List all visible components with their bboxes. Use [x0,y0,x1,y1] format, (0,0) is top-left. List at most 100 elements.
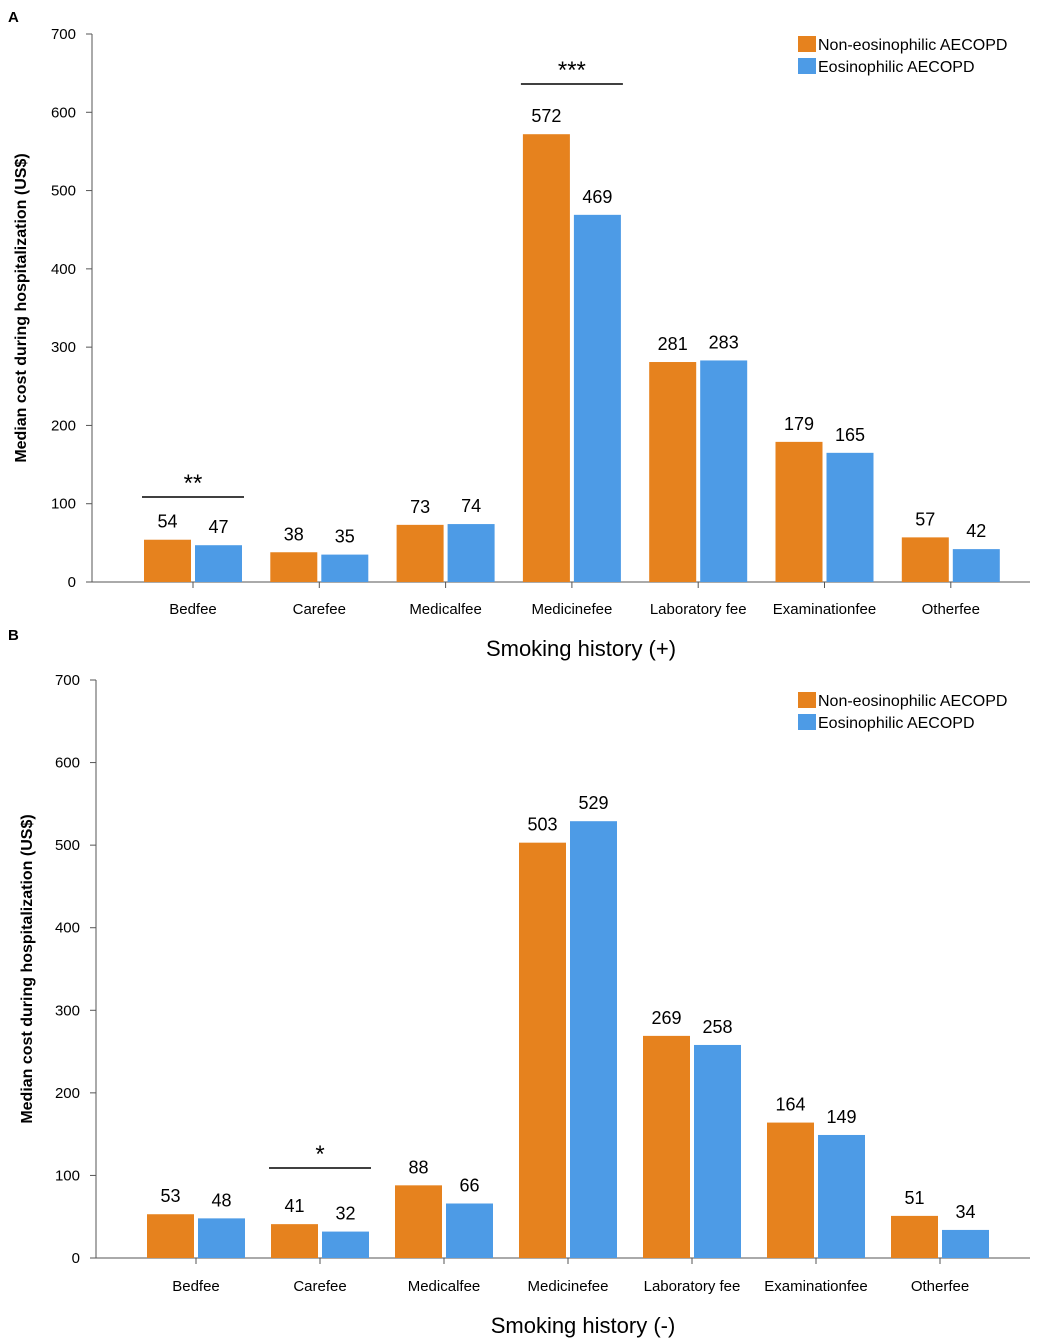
legend: Non-eosinophilic AECOPD Eosinophilic AECO… [798,692,1007,732]
bar-non-eosinophilic [395,1185,442,1258]
bar-eosinophilic [952,549,1000,582]
bar-eosinophilic [570,821,617,1258]
legend-swatch-non-eosinophilic [798,36,816,52]
bar-eosinophilic [694,1044,741,1258]
y-tick-label: 400 [51,261,76,278]
bar-eosinophilic [447,524,495,582]
bar-value-label: 53 [160,1186,180,1206]
bar-non-eosinophilic [396,524,444,582]
significance-marker: *** [558,57,586,84]
bar-value-label: 41 [284,1196,304,1216]
bar-value-label: 529 [578,793,608,813]
bar-eosinophilic [198,1218,245,1258]
bar-eosinophilic [573,214,621,582]
bar-value-label: 503 [527,815,557,835]
y-tick-label: 600 [55,755,80,772]
bar-eosinophilic [700,360,748,582]
bar-eosinophilic [942,1229,989,1258]
y-tick-label: 0 [68,574,76,591]
chart-panel-a: A 0 100 200 300 400 500 600 700 Median cost durin… [8,9,1030,661]
y-tick-label: 500 [51,183,76,200]
bar-value-label: 35 [335,527,355,547]
bar-non-eosinophilic [144,539,191,582]
category-label: Medicalfee [408,1278,481,1295]
legend-swatch-non-eosinophilic [798,692,816,708]
category-label: Medicinefee [528,1278,609,1295]
y-tick-label: 300 [51,339,76,356]
panel-letter: B [8,627,19,644]
category-label: Laboratory fee [650,601,747,618]
y-tick-label: 200 [55,1085,80,1102]
bar-value-label: 32 [335,1204,355,1224]
bar-non-eosinophilic [270,552,318,582]
bar-value-label: 51 [904,1188,924,1208]
bar-value-label: 149 [826,1107,856,1127]
category-label: Medicalfee [409,601,482,618]
bar-non-eosinophilic [643,1035,690,1258]
bar-non-eosinophilic [775,441,823,582]
y-tick-label: 700 [51,26,76,43]
x-axis-label: Smoking history (+) [486,636,676,661]
category-label: Otherfee [922,601,980,618]
y-axis-label: Median cost during hospitalization (US$) [19,814,36,1123]
bar-value-label: 469 [582,187,612,207]
bar-eosinophilic [818,1134,865,1258]
bar-eosinophilic [195,545,242,582]
bar-value-label: 258 [702,1017,732,1037]
bar-non-eosinophilic [271,1224,318,1258]
legend-label: Eosinophilic AECOPD [818,59,975,76]
category-label: Examinationfee [764,1278,867,1295]
bar-value-label: 66 [459,1176,479,1196]
bar-value-label: 34 [955,1202,975,1222]
bar-value-label: 179 [784,414,814,434]
y-tick-label: 0 [72,1250,80,1267]
category-label: Otherfee [911,1278,969,1295]
x-axis-label: Smoking history (-) [491,1313,676,1338]
panel-letter: A [8,9,19,26]
category-label: Carefee [293,601,346,618]
y-tick-label: 700 [55,672,80,689]
legend-swatch-eosinophilic [798,58,816,74]
category-label: Medicinefee [531,601,612,618]
bar-eosinophilic [826,452,874,582]
bar-value-label: 283 [709,332,739,352]
bar-value-label: 281 [658,334,688,354]
bar-value-label: 48 [211,1190,231,1210]
bar-value-label: 57 [915,509,935,529]
y-tick-label: 600 [51,104,76,121]
bar-non-eosinophilic [649,362,697,582]
legend-swatch-eosinophilic [798,714,816,730]
bar-value-label: 572 [531,106,561,126]
bar-eosinophilic [322,1231,369,1258]
chart-panel-b: B 0 100 200 300 400 500 600 700 Median cost durin… [8,627,1030,1338]
legend-label: Eosinophilic AECOPD [818,715,975,732]
category-label: Laboratory fee [644,1278,741,1295]
legend-label: Non-eosinophilic AECOPD [818,37,1007,54]
y-tick-label: 500 [55,837,80,854]
bar-non-eosinophilic [767,1122,814,1258]
bar-value-label: 38 [284,524,304,544]
bar-non-eosinophilic [891,1215,938,1258]
legend: Non-eosinophilic AECOPD Eosinophilic AECO… [798,36,1007,76]
bar-value-label: 269 [651,1008,681,1028]
y-axis-label: Median cost during hospitalization (US$) [13,153,30,462]
bar-value-label: 47 [208,517,228,537]
category-label: Examinationfee [773,601,876,618]
bar-value-label: 165 [835,425,865,445]
category-label: Carefee [293,1278,346,1295]
y-tick-label: 100 [51,496,76,513]
bar-non-eosinophilic [522,134,570,582]
y-tick-label: 400 [55,920,80,937]
bar-value-label: 73 [410,497,430,517]
bar-value-label: 74 [461,496,481,516]
bar-non-eosinophilic [147,1214,194,1258]
y-tick-label: 100 [55,1167,80,1184]
bar-eosinophilic [321,554,369,582]
legend-label: Non-eosinophilic AECOPD [818,693,1007,710]
y-tick-label: 200 [51,417,76,434]
bar-value-label: 54 [157,512,177,532]
category-label: Bedfee [172,1278,220,1295]
bar-non-eosinophilic [519,842,566,1258]
bar-non-eosinophilic [901,537,949,582]
